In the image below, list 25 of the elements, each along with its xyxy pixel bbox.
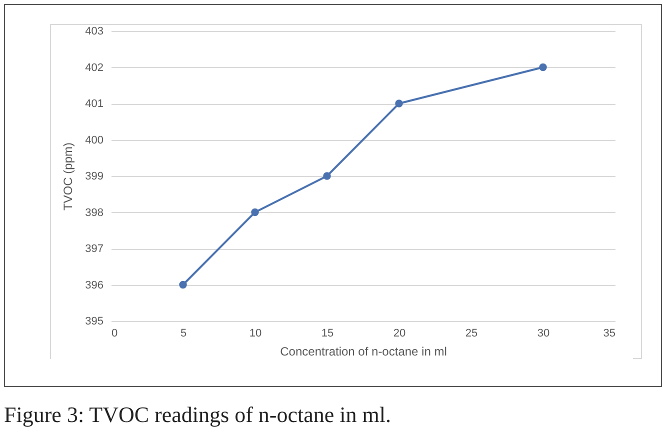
y-axis-title: TVOC (ppm) bbox=[61, 142, 76, 211]
point bbox=[179, 280, 187, 289]
point bbox=[251, 208, 259, 216]
y-tick-label: 402 bbox=[85, 62, 104, 74]
x-tick-label: 15 bbox=[321, 328, 334, 340]
x-axis-title: Concentration of n-octane in ml bbox=[280, 344, 447, 358]
x-tick-label: 10 bbox=[249, 328, 262, 340]
y-tick-label: 403 bbox=[85, 26, 104, 38]
point bbox=[323, 172, 331, 180]
y-tick-label: 401 bbox=[85, 98, 104, 110]
y-tick-label: 400 bbox=[85, 134, 104, 146]
x-tick-label: 20 bbox=[393, 328, 406, 340]
point bbox=[539, 63, 547, 72]
x-tick-label: 5 bbox=[180, 328, 187, 340]
x-tick-label: 25 bbox=[465, 328, 478, 340]
y-tick-label: 395 bbox=[85, 316, 104, 328]
point bbox=[395, 100, 403, 108]
x-tick-label: 0 bbox=[112, 328, 118, 340]
y-tick-label: 397 bbox=[85, 243, 104, 255]
caption: Figure 3: TVOC readings of n-octane in ml. bbox=[4, 402, 391, 428]
y-tick-label: 396 bbox=[85, 279, 104, 292]
y-tick-label: 399 bbox=[85, 170, 104, 182]
y-tick-label: 398 bbox=[85, 206, 104, 219]
x-tick-label: 35 bbox=[603, 328, 616, 340]
x-tick-label: 30 bbox=[537, 328, 550, 340]
